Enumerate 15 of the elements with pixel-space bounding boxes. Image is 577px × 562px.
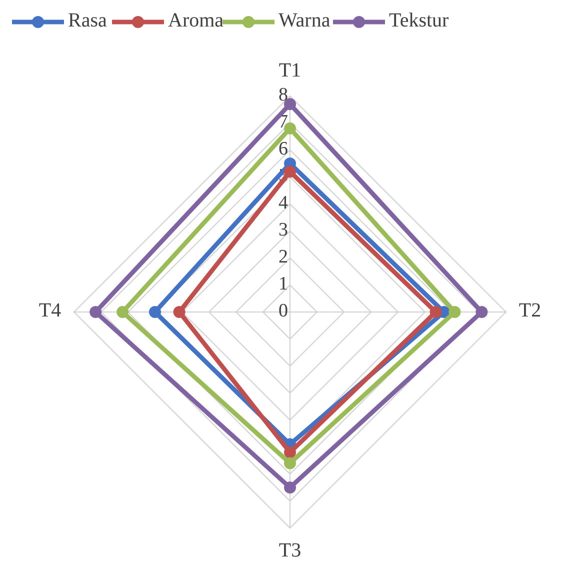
legend-label: Warna [278, 10, 330, 32]
y-tick-label: 1 [278, 273, 288, 294]
spoke-label: T4 [38, 300, 62, 322]
y-tick-label: 8 [278, 84, 288, 106]
y-tick-label: 2 [278, 246, 288, 268]
y-tick-label: 4 [278, 192, 288, 214]
y-tick-label: 3 [278, 219, 288, 240]
legend-label: Tekstur [389, 10, 450, 32]
spoke-label: T3 [278, 540, 302, 562]
legend-label: Rasa [68, 10, 107, 32]
spoke-label: T1 [278, 60, 302, 82]
y-tick-label: 6 [278, 138, 288, 160]
y-tick-label: 0 [278, 300, 288, 322]
spoke-label: T2 [518, 300, 542, 322]
legend-label: Aroma [168, 10, 224, 32]
